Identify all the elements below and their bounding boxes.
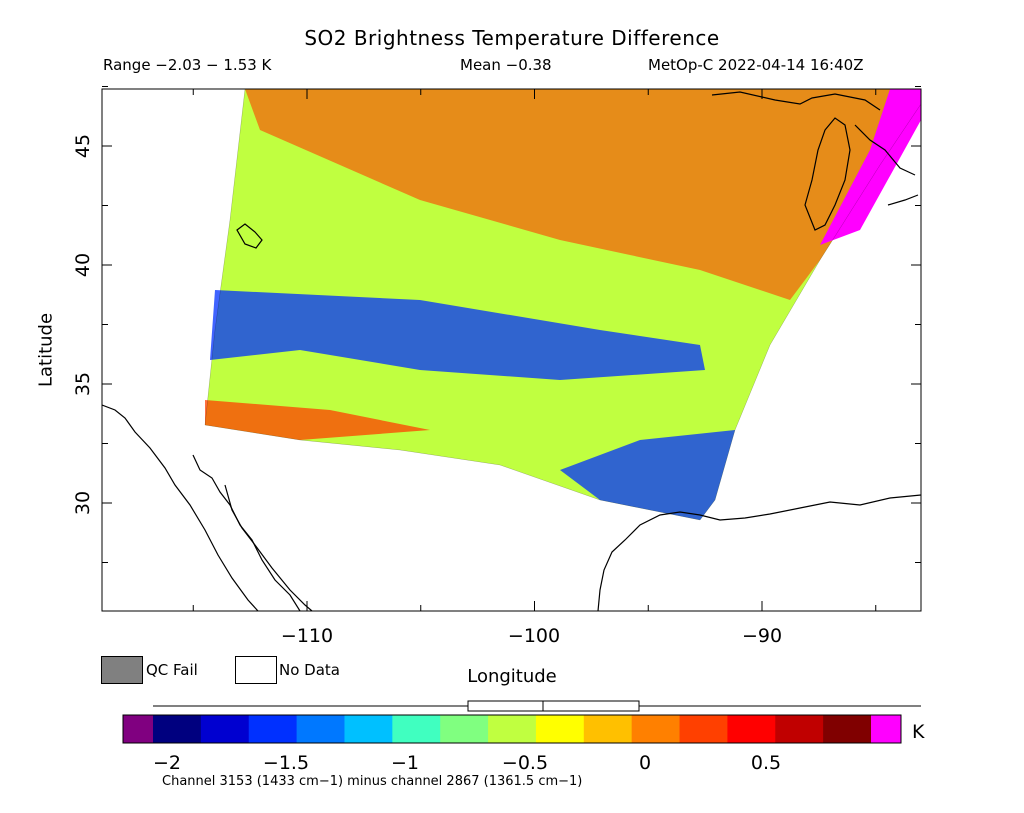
swath-outline [204, 89, 921, 521]
coastline-lake-michigan [804, 117, 851, 231]
coastline-great-salt-lake [236, 223, 263, 249]
coastline-lake-erie [887, 194, 919, 206]
map-title: SO2 Brightness Temperature Difference [304, 26, 720, 50]
satellite-time-label: MetOp-C 2022-04-14 16:40Z [648, 56, 864, 74]
coastline-lake-superior [711, 91, 881, 111]
coastline-mexico-west [224, 484, 313, 611]
x-axis-label: Longitude [467, 666, 557, 687]
x-tick-label: −110 [281, 625, 333, 647]
colorbar: K −2 −1.5 −1 −0.5 0 0.5 [122, 700, 925, 774]
colorbar-tick-label: −1.5 [263, 752, 309, 774]
coastline-gulf [597, 494, 921, 611]
colorbar-tick-label: −1 [391, 752, 419, 774]
axis-ticks [102, 86, 921, 611]
colorbar-tick-label: −0.5 [502, 752, 548, 774]
coastline-lake-huron [854, 124, 916, 176]
coastline-california [102, 404, 259, 611]
mean-label: Mean −0.38 [460, 56, 552, 74]
x-tick-label: −90 [742, 625, 782, 647]
colorbar-tick-label: 0.5 [751, 752, 781, 774]
range-label: Range −2.03 − 1.53 K [103, 56, 272, 74]
colorbar-unit: K [912, 721, 925, 743]
no-data-label: No Data [279, 661, 340, 679]
swath-masked-edge [820, 89, 921, 245]
qc-fail-swatch [101, 656, 143, 684]
x-tick-label: −100 [508, 625, 560, 647]
plot-frame [101, 88, 922, 612]
y-tick-label: 30 [72, 491, 94, 515]
colorbar-overflow [871, 715, 901, 743]
swath-cool-band [210, 290, 705, 380]
swath-warm-band-north [245, 89, 921, 300]
swath-warm-band-south [205, 400, 430, 440]
channel-footer: Channel 3153 (1433 cm−1) minus channel 2… [162, 774, 583, 789]
qc-fail-label: QC Fail [146, 661, 198, 679]
y-tick-label: 45 [72, 134, 94, 158]
y-tick-label: 35 [72, 372, 94, 396]
colorbar-tick-label: −2 [153, 752, 181, 774]
y-tick-label: 40 [72, 253, 94, 277]
no-data-swatch [235, 656, 277, 684]
colorbar-box-plot [467, 700, 640, 712]
coastlines [102, 91, 921, 611]
colorbar-tick-label: 0 [639, 752, 651, 774]
swath-data [204, 89, 921, 521]
swath-cool-band-south [560, 430, 735, 520]
colorbar-underflow [123, 715, 153, 743]
